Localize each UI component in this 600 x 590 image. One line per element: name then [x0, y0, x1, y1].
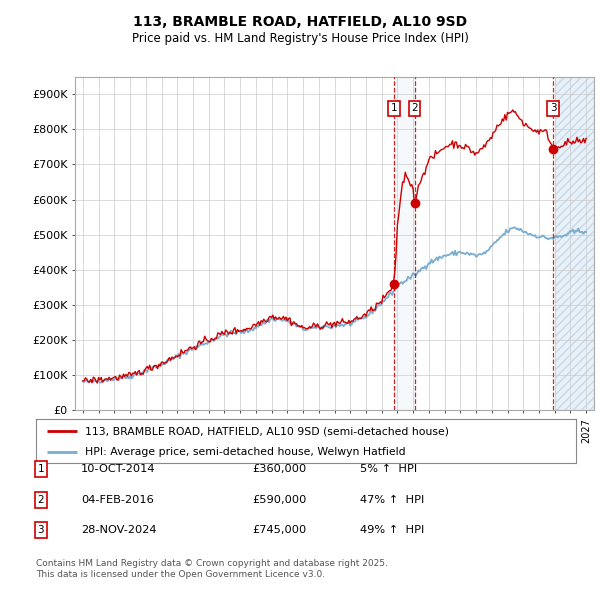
Text: 3: 3 — [550, 103, 557, 113]
Text: 04-FEB-2016: 04-FEB-2016 — [81, 495, 154, 504]
Text: 1: 1 — [37, 464, 44, 474]
Text: £360,000: £360,000 — [252, 464, 306, 474]
Text: 113, BRAMBLE ROAD, HATFIELD, AL10 9SD: 113, BRAMBLE ROAD, HATFIELD, AL10 9SD — [133, 15, 467, 29]
Bar — [554, 77, 600, 410]
Text: 49% ↑  HPI: 49% ↑ HPI — [360, 526, 424, 535]
Text: 10-OCT-2014: 10-OCT-2014 — [81, 464, 155, 474]
Text: 47% ↑  HPI: 47% ↑ HPI — [360, 495, 424, 504]
Text: 2: 2 — [411, 103, 418, 113]
Text: HPI: Average price, semi-detached house, Welwyn Hatfield: HPI: Average price, semi-detached house,… — [85, 447, 405, 457]
Text: 28-NOV-2024: 28-NOV-2024 — [81, 526, 157, 535]
Text: 3: 3 — [37, 526, 44, 535]
Text: 5% ↑  HPI: 5% ↑ HPI — [360, 464, 417, 474]
Text: 2: 2 — [37, 495, 44, 504]
Text: 113, BRAMBLE ROAD, HATFIELD, AL10 9SD (semi-detached house): 113, BRAMBLE ROAD, HATFIELD, AL10 9SD (s… — [85, 427, 449, 436]
Bar — [394, 77, 415, 410]
Text: Price paid vs. HM Land Registry's House Price Index (HPI): Price paid vs. HM Land Registry's House … — [131, 32, 469, 45]
Text: £590,000: £590,000 — [252, 495, 307, 504]
Text: Contains HM Land Registry data © Crown copyright and database right 2025.
This d: Contains HM Land Registry data © Crown c… — [36, 559, 388, 579]
Text: 1: 1 — [391, 103, 397, 113]
Text: £745,000: £745,000 — [252, 526, 306, 535]
